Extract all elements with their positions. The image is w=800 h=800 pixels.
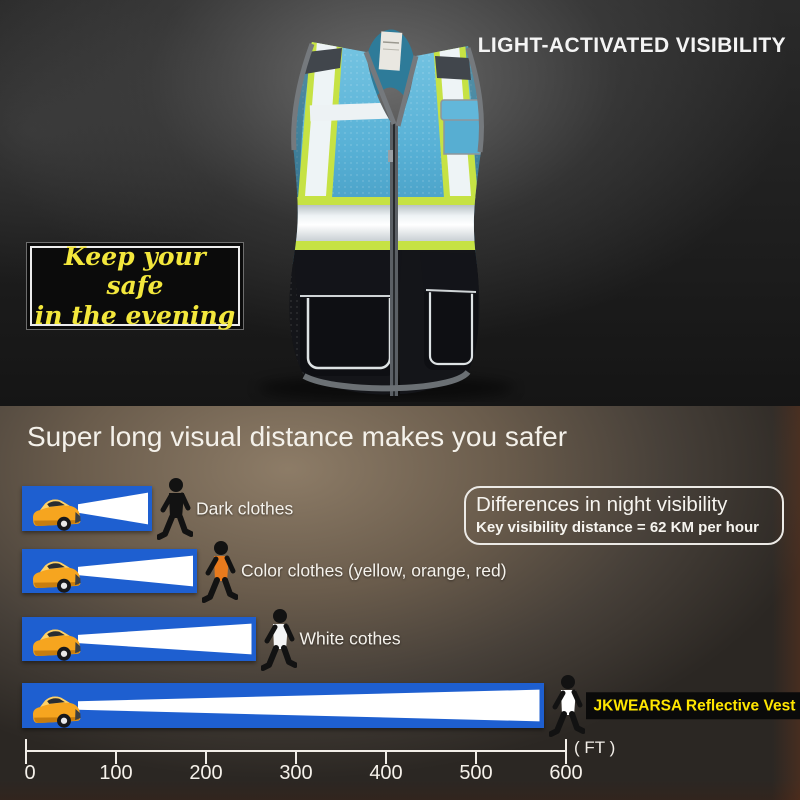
vest-bar-label: JKWEARSA Reflective Vest [585,691,800,720]
armhole-trim-right [465,47,484,153]
info-box-subtitle: Key visibility distance = 62 KM per hour [476,519,760,536]
x-axis-tick [565,739,567,764]
badge-line-2: in the evening [34,300,236,330]
car-icon [33,696,81,728]
pedestrian-icon [548,675,585,737]
collar-tag [378,31,403,71]
x-axis-tick-label: 200 [189,762,223,784]
x-axis-tick-label: 500 [459,762,493,784]
chest-pocket-strip [309,102,391,122]
pedestrian-icon [202,541,238,603]
x-axis-tick-label: 400 [369,762,403,784]
armhole-trim-left [291,43,315,151]
waist-band-lime-top [289,197,483,205]
pedestrian-icon [260,609,297,671]
waist-band-silver [289,205,483,241]
hem-trim [302,369,471,392]
keep-safe-badge: Keep your safe in the evening [30,242,240,330]
x-axis-tick [295,750,297,764]
collar-trim [363,51,397,125]
info-box-title: Differences in night visibility [476,493,728,516]
waist-band-lime-bottom [289,241,483,250]
night-visibility-info-box: Differences in night visibility Key visi… [464,486,784,545]
car-icon [33,499,81,531]
x-axis-tick-label: 300 [279,762,313,784]
bar-label: White cothes [299,628,401,649]
x-axis-tick [115,750,117,764]
x-axis-tick [475,750,477,764]
x-axis-tick-label: 100 [99,762,133,784]
chart-title: Super long visual distance makes you saf… [27,421,568,452]
hero-section: LIGHT-ACTIVATED VISIBILITY [0,0,800,406]
pedestrian-icon [157,478,193,540]
safety-vest-photo [258,29,514,400]
car-icon [33,561,81,593]
axis-unit-label: ( FT ) [574,738,616,757]
headline: LIGHT-ACTIVATED VISIBILITY [477,34,786,57]
x-axis-tick [385,750,387,764]
x-axis-tick [205,750,207,764]
x-axis-tick [25,739,27,764]
bar-label: Dark clothes [196,498,294,518]
car-icon [33,629,81,661]
x-axis-tick-label: 0 [24,762,36,784]
visibility-chart: Super long visual distance makes you saf… [0,406,800,800]
bar-label: Color clothes (yellow, orange, red) [241,560,507,581]
badge-line-1: Keep your safe [64,241,206,301]
x-axis-tick-label: 600 [549,762,583,784]
